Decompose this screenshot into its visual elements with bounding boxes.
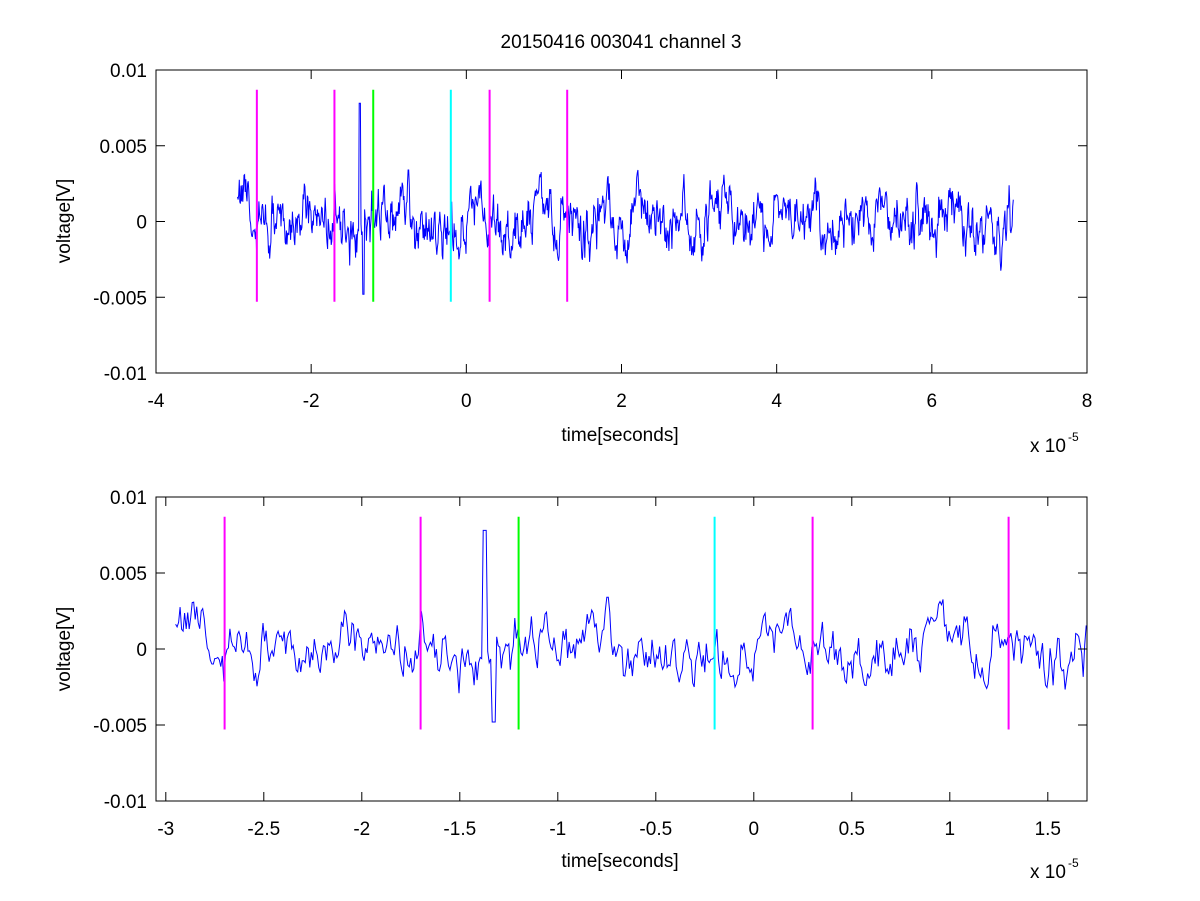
bottom-x-tick-label: 0 <box>749 819 760 840</box>
bottom-y-tick-label: 0.01 <box>110 488 147 509</box>
top-x-tick-label: -4 <box>148 391 165 412</box>
bottom-y-tick-label: 0 <box>136 640 147 661</box>
top-x-ticks: -4 -2 0 2 4 6 8 <box>148 70 1093 412</box>
top-y-tick-label: -0.01 <box>104 364 147 385</box>
top-x-axis-label: time[seconds] <box>561 425 678 446</box>
bottom-signal-layer <box>175 529 1087 723</box>
bottom-x-tick-label: -0.5 <box>639 819 672 840</box>
top-marker-layer <box>255 89 569 302</box>
bottom-x-scale-label: x 10 <box>1030 862 1066 883</box>
bottom-x-tick-label: -1 <box>549 819 566 840</box>
bottom-x-tick-label: -1.5 <box>443 819 476 840</box>
top-x-tick-label: 4 <box>771 391 782 412</box>
bottom-x-ticks: -3 -2.5 -2 -1.5 -1 -0.5 0 0.5 1 1.5 <box>157 497 1061 840</box>
bottom-y-tick-label: -0.01 <box>104 792 147 813</box>
bottom-x-scale-exponent: -5 <box>1068 856 1079 870</box>
top-y-tick-label: 0.01 <box>110 61 147 82</box>
top-y-tick-label: -0.005 <box>93 288 147 309</box>
bottom-x-tick-label: -2 <box>353 819 370 840</box>
top-y-tick-label: 0.005 <box>99 137 147 158</box>
top-x-tick-label: 2 <box>616 391 627 412</box>
bottom-x-axis-label: time[seconds] <box>561 851 678 872</box>
bottom-marker-layer <box>223 516 1010 730</box>
top-signal-line <box>237 102 1014 295</box>
figure-title: 20150416 003041 channel 3 <box>501 32 742 53</box>
bottom-subplot: -3 -2.5 -2 -1.5 -1 -0.5 0 0.5 1 1.5 0.01 0.005 0 -0.… <box>54 488 1088 883</box>
bottom-y-ticks: 0.01 0.005 0 -0.005 -0.01 <box>93 488 1087 813</box>
top-x-tick-label: 0 <box>461 391 472 412</box>
top-signal-layer <box>237 102 1014 295</box>
bottom-y-axis-label: voltage[V] <box>54 607 75 692</box>
top-x-tick-label: -2 <box>303 391 320 412</box>
top-y-axis-label: voltage[V] <box>54 179 75 264</box>
top-x-scale-exponent: -5 <box>1068 430 1079 444</box>
bottom-signal-line <box>175 529 1087 723</box>
bottom-x-tick-label: -3 <box>157 819 174 840</box>
bottom-x-tick-label: 1 <box>945 819 956 840</box>
top-x-scale-label: x 10 <box>1030 436 1066 457</box>
bottom-y-tick-label: 0.005 <box>99 564 147 585</box>
bottom-x-tick-label: -2.5 <box>247 819 280 840</box>
top-x-tick-label: 8 <box>1082 391 1093 412</box>
top-x-tick-label: 6 <box>927 391 938 412</box>
bottom-x-tick-label: 0.5 <box>839 819 865 840</box>
bottom-x-tick-label: 1.5 <box>1035 819 1061 840</box>
top-subplot: -4 -2 0 2 4 6 8 0.01 0.005 0 -0.005 -0.01 time[sec… <box>54 61 1092 457</box>
top-y-tick-label: 0 <box>136 213 147 234</box>
bottom-y-tick-label: -0.005 <box>93 716 147 737</box>
top-y-ticks: 0.01 0.005 0 -0.005 -0.01 <box>93 61 1087 385</box>
